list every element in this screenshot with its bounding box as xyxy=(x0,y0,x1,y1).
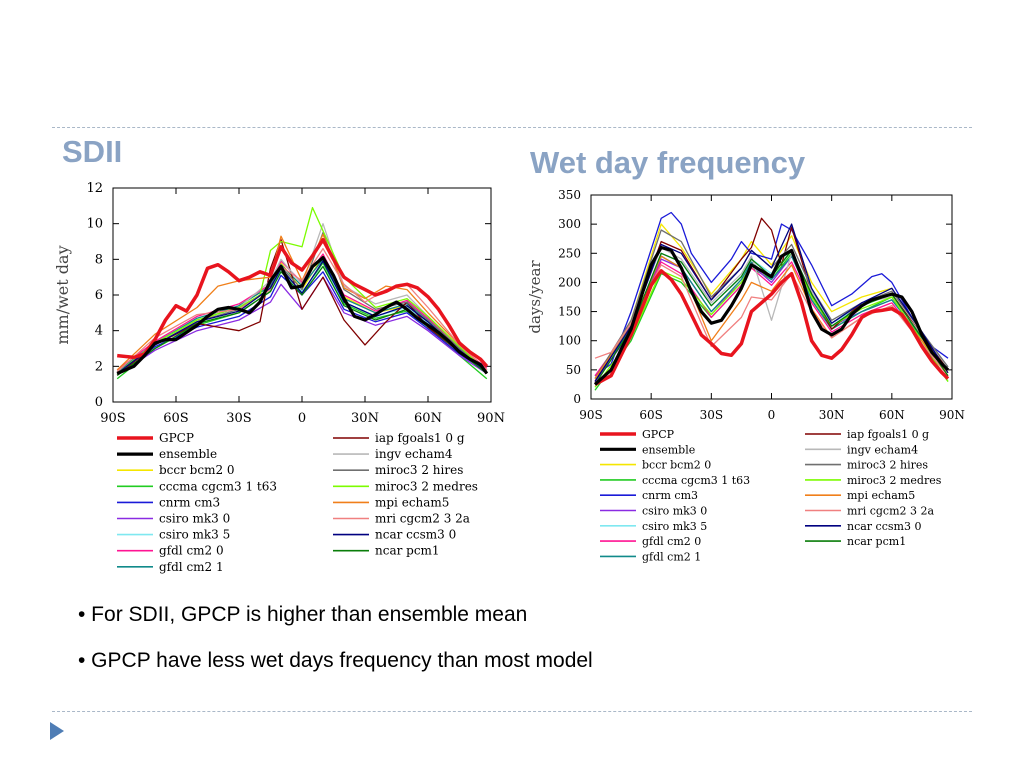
legend-label: csiro mk3 5 xyxy=(159,528,230,542)
y-tick-label: 0 xyxy=(573,392,581,406)
legend-label: ingv echam4 xyxy=(375,447,453,461)
series-line-miroc3-2-medres xyxy=(116,206,488,375)
legend-label: mri cgcm2 3 2a xyxy=(375,512,470,526)
series-line-ncar-ccsm3-0 xyxy=(594,223,949,382)
series-line-bccr-bcm2-0 xyxy=(594,223,949,382)
series-line-ensemble xyxy=(593,245,950,386)
y-tick-label: 250 xyxy=(558,246,581,260)
legend-label: csiro mk3 5 xyxy=(642,520,707,533)
x-tick-label: 60S xyxy=(639,408,663,422)
series-line-GPCP xyxy=(117,237,489,368)
series-line-ingv-echam4 xyxy=(594,246,949,379)
legend-label: miroc3 2 medres xyxy=(375,479,478,493)
wet-day-frequency-title: Wet day frequency xyxy=(530,145,806,180)
x-tick-label: 0 xyxy=(298,411,306,426)
legend-label: mri cgcm2 3 2a xyxy=(847,505,934,518)
x-tick-label: 90N xyxy=(939,408,965,422)
y-tick-label: 6 xyxy=(95,288,103,303)
legend-label: ncar ccsm3 0 xyxy=(375,528,456,542)
x-tick-label: 30S xyxy=(700,408,724,422)
legend-label: cccma cgcm3 1 t63 xyxy=(159,479,277,493)
series-line-gfdl-cm2-0 xyxy=(594,261,949,377)
y-tick-label: 150 xyxy=(558,305,581,319)
chart-wet-day-frequency: 90S 60S 30S 0 30N 60N 90N 0 50 100 150 200 250 300 350… xyxy=(526,188,965,563)
legend-label: iap fgoals1 0 g xyxy=(375,431,465,445)
x-tick-label: 30S xyxy=(226,411,251,426)
x-tick-label: 90S xyxy=(100,411,125,426)
y-tick-label: 100 xyxy=(558,334,581,348)
legend-label: ncar ccsm3 0 xyxy=(847,520,921,533)
sdii-title: SDII xyxy=(62,134,123,169)
y-axis-label: days/year xyxy=(526,260,544,334)
y-tick-label: 0 xyxy=(95,395,103,410)
legend-label: mpi echam5 xyxy=(847,489,915,502)
y-tick-label: 350 xyxy=(558,188,581,202)
x-tick-label: 90N xyxy=(477,411,505,426)
legend-label: bccr bcm2 0 xyxy=(642,459,711,472)
y-tick-label: 10 xyxy=(86,217,103,232)
series-line-cnrm-cm3 xyxy=(594,211,949,377)
legend-label: mpi echam5 xyxy=(375,495,449,509)
legend-label: ensemble xyxy=(642,443,695,456)
legend-label: ingv echam4 xyxy=(847,443,918,456)
x-tick-label: 90S xyxy=(579,408,603,422)
legend-label: ncar pcm1 xyxy=(375,544,440,558)
legend-label: GPCP xyxy=(642,428,675,441)
bullet-item-wet-days: • GPCP have less wet days frequency than… xyxy=(78,649,593,672)
chart-sdii: 90S 60S 30S 0 30N 60N 90N 0 2 4 6 8 10 12 mm/wet day GP… xyxy=(53,181,505,574)
legend-label: csiro mk3 0 xyxy=(159,512,230,526)
bottom-divider xyxy=(52,711,972,712)
series-line-GPCP xyxy=(594,269,950,386)
x-tick-label: 60N xyxy=(879,408,905,422)
legend-label: cccma cgcm3 1 t63 xyxy=(642,474,750,487)
legend-label: cnrm cm3 xyxy=(642,489,698,502)
bullet-list: • For SDII, GPCP is higher than ensemble… xyxy=(78,598,593,690)
legend-label: cnrm cm3 xyxy=(159,495,220,509)
legend-label: iap fgoals1 0 g xyxy=(847,428,929,441)
y-tick-label: 2 xyxy=(95,359,103,374)
x-tick-label: 30N xyxy=(351,411,379,426)
y-tick-label: 12 xyxy=(86,181,103,196)
legend-label: ensemble xyxy=(159,447,217,461)
legend-label: ncar pcm1 xyxy=(847,535,906,548)
y-axis-label: mm/wet day xyxy=(53,245,72,344)
x-tick-label: 30N xyxy=(819,408,845,422)
y-tick-label: 8 xyxy=(95,252,103,267)
series-line-ensemble xyxy=(116,256,489,375)
legend-label: GPCP xyxy=(159,431,194,445)
legend-label: miroc3 2 hires xyxy=(375,463,463,477)
y-tick-label: 300 xyxy=(558,217,581,231)
legend-label: gfdl cm2 0 xyxy=(642,535,701,548)
legend-label: miroc3 2 hires xyxy=(847,459,928,472)
series-line-iap-fgoals1-0-g xyxy=(116,239,488,376)
y-tick-label: 4 xyxy=(95,324,103,339)
x-tick-label: 60S xyxy=(163,411,188,426)
bullet-item-sdii: • For SDII, GPCP is higher than ensemble… xyxy=(78,603,528,626)
legend-label: gfdl cm2 1 xyxy=(642,550,701,563)
series-line-ncar-ccsm3-0 xyxy=(116,260,488,375)
legend-label: gfdl cm2 1 xyxy=(159,560,224,574)
legend-label: csiro mk3 0 xyxy=(642,505,707,518)
top-divider xyxy=(52,127,972,128)
legend-label: miroc3 2 medres xyxy=(847,474,942,487)
legend-label: bccr bcm2 0 xyxy=(159,463,235,477)
y-tick-label: 200 xyxy=(558,275,581,289)
legend-label: gfdl cm2 0 xyxy=(159,544,224,558)
x-tick-label: 0 xyxy=(768,408,776,422)
triangle-play-icon[interactable] xyxy=(50,722,64,740)
y-tick-label: 50 xyxy=(566,363,581,377)
x-tick-label: 60N xyxy=(414,411,442,426)
